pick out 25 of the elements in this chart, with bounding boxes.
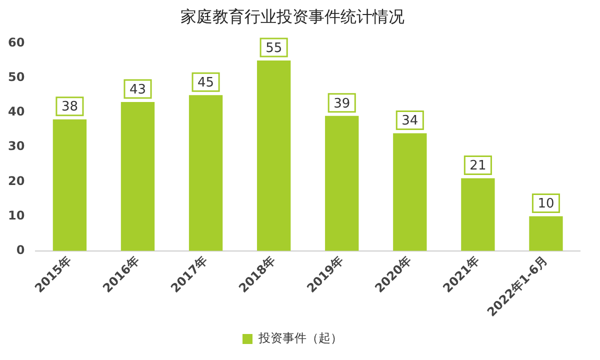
- chart-title: 家庭教育行业投资事件统计情况: [180, 6, 404, 26]
- bar: [325, 116, 359, 251]
- bar: [52, 119, 87, 251]
- bar: [188, 95, 223, 251]
- y-tick-label: 0: [16, 243, 25, 258]
- y-tick-label: 20: [8, 174, 25, 188]
- y-tick-label: 10: [8, 208, 25, 222]
- data-label: 34: [402, 114, 418, 129]
- data-label: 21: [470, 158, 486, 174]
- y-tick-label: 60: [8, 35, 25, 50]
- bar: [529, 216, 563, 251]
- data-label: 55: [266, 40, 282, 56]
- data-label: 10: [538, 196, 554, 212]
- bar: [461, 178, 495, 251]
- bar: [120, 102, 155, 251]
- data-label: 39: [334, 96, 350, 112]
- legend-label: 投资事件（起）: [258, 331, 342, 346]
- bar: [393, 133, 427, 251]
- data-label: 38: [61, 100, 78, 115]
- bar: [256, 60, 291, 251]
- data-label: 45: [198, 76, 214, 90]
- y-tick-label: 40: [8, 104, 25, 119]
- y-tick-label: 50: [8, 70, 25, 84]
- data-label: 43: [129, 82, 146, 98]
- y-tick-label: 30: [8, 139, 25, 154]
